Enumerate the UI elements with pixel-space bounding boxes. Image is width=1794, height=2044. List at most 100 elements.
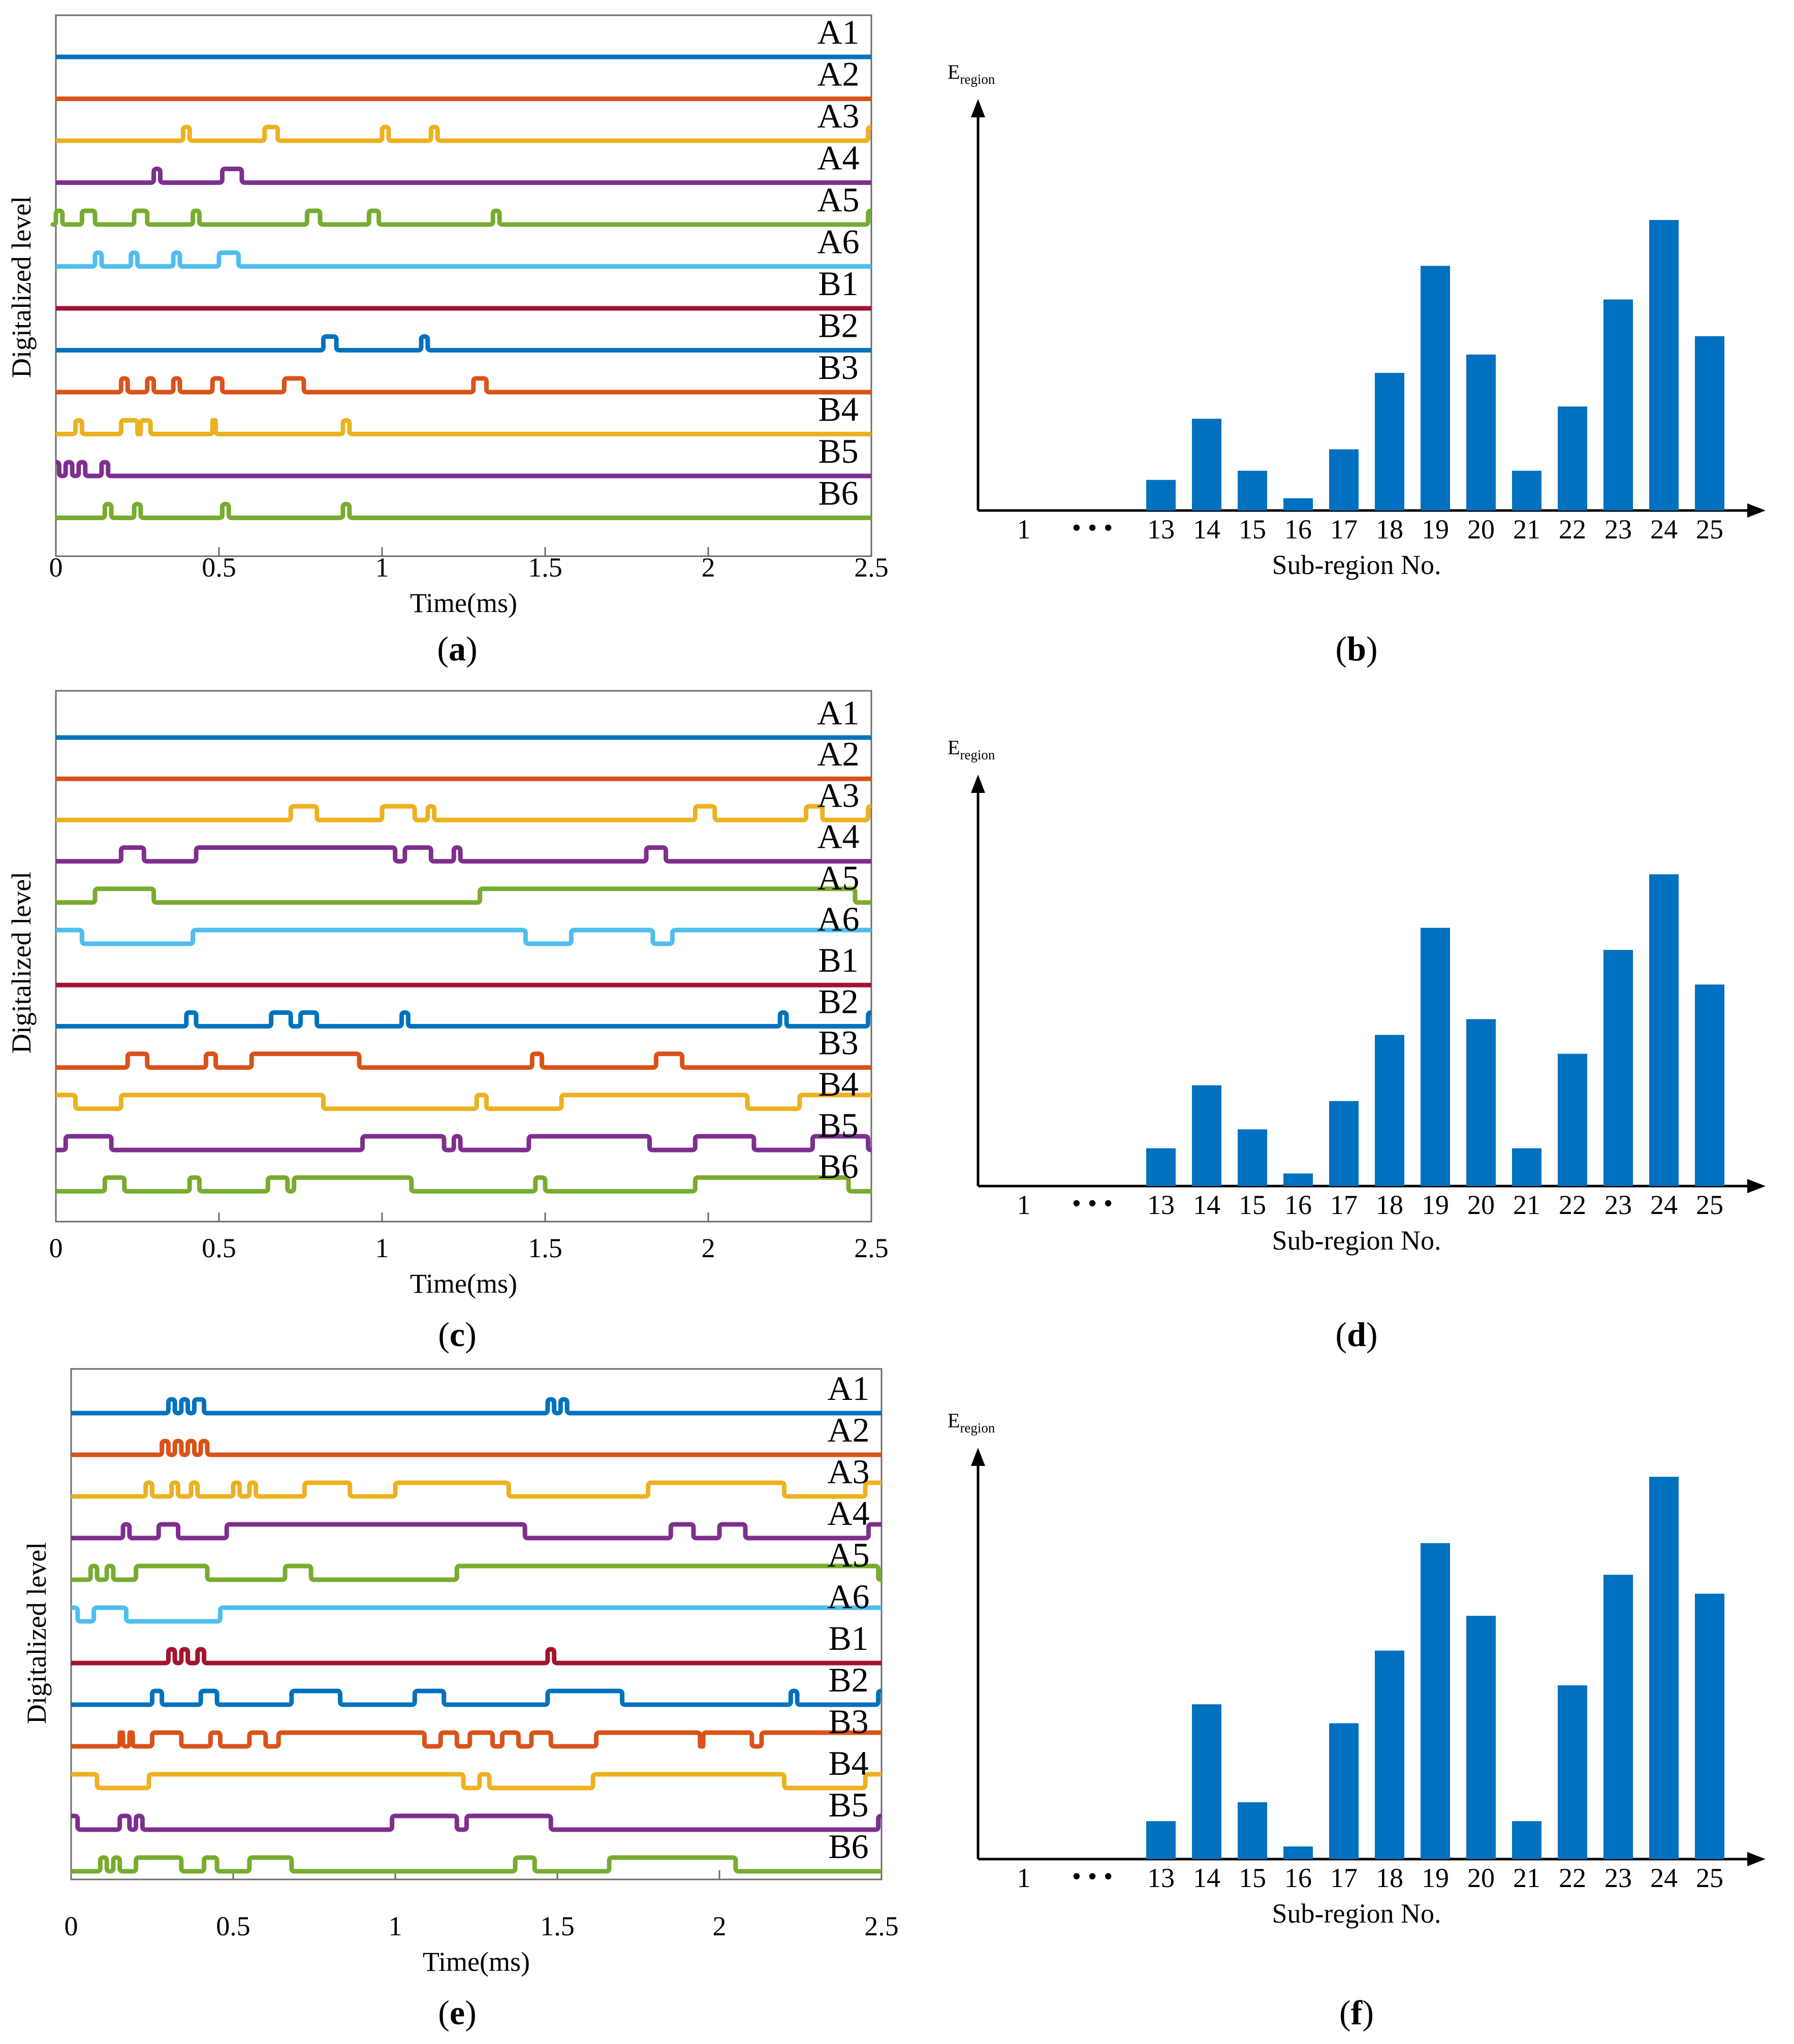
bar-15	[1238, 1129, 1267, 1186]
bar-24	[1649, 220, 1679, 511]
category-label-1: 1	[1017, 1863, 1031, 1893]
category-label-14: 14	[1193, 1190, 1220, 1220]
channel-label-a1: A1	[817, 13, 859, 51]
x-tick-label: 0.5	[202, 1233, 236, 1263]
bar-chart-b: Eregion 1 13 14 15 16 17 18 19 20 21 22 23 24 25 • • • S…	[948, 60, 1766, 580]
bar-17	[1329, 1723, 1359, 1859]
bar-17	[1329, 1101, 1359, 1186]
channel-label-a5: A5	[827, 1536, 869, 1574]
category-label-22: 22	[1559, 1863, 1586, 1893]
bar-24	[1649, 1477, 1679, 1859]
x-tick-label: 0	[65, 1911, 78, 1941]
channel-label-a2: A2	[817, 734, 859, 773]
bar-14	[1192, 419, 1221, 510]
category-label-18: 18	[1376, 514, 1403, 545]
channel-label-a4: A4	[817, 817, 859, 856]
signal-trace-b5	[71, 1813, 884, 1832]
bar-23	[1603, 299, 1633, 510]
bar-chart-f: Eregion 1 13 14 15 16 17 18 19 20 21 22 23 24 25 • • • S…	[948, 1409, 1766, 1929]
bar-21	[1512, 470, 1541, 510]
channel-label-b5: B5	[818, 432, 858, 470]
category-label-14: 14	[1193, 514, 1220, 545]
category-ellipsis: • • •	[1072, 514, 1113, 542]
x-tick-label: 2.5	[854, 552, 889, 583]
category-label-20: 20	[1467, 1863, 1495, 1893]
timing-chart-a: 0 0.5 1 1.5 2 2.5 Time(ms) Digitalized level A1 A…	[6, 13, 889, 618]
x-tick-label: 0.5	[202, 552, 236, 583]
x-axis-arrow	[1747, 503, 1766, 518]
channel-label-b1: B1	[818, 264, 858, 303]
bar-24	[1649, 874, 1679, 1186]
channel-label-b3: B3	[818, 348, 858, 387]
y-axis-title: Digitalized level	[6, 872, 37, 1053]
channel-label-a3: A3	[817, 776, 859, 814]
channel-label-b5: B5	[818, 1106, 858, 1144]
category-label-13: 13	[1147, 1863, 1175, 1893]
plot-frame	[55, 690, 872, 1223]
channel-label-b1: B1	[818, 941, 858, 979]
bar-19	[1421, 1543, 1450, 1859]
bar-20	[1466, 1616, 1496, 1859]
category-label-25: 25	[1696, 1863, 1723, 1893]
signal-trace-a6	[56, 928, 871, 946]
signal-trace-b3	[71, 1730, 882, 1749]
bar-16	[1283, 498, 1313, 510]
category-label-18: 18	[1376, 1190, 1403, 1220]
x-tick-label: 1	[375, 552, 389, 583]
x-tick-label: 0	[49, 1233, 63, 1263]
channel-label-a6: A6	[827, 1577, 869, 1616]
signal-trace-b4	[56, 1093, 871, 1111]
bar-23	[1603, 1575, 1633, 1859]
signal-trace-b3	[56, 376, 871, 395]
bar-16	[1283, 1846, 1313, 1859]
channel-label-a2: A2	[817, 55, 859, 93]
bar-14	[1192, 1085, 1221, 1186]
signal-trace-a5	[56, 886, 871, 905]
y-axis-arrow	[971, 99, 985, 117]
channel-label-b3: B3	[828, 1702, 868, 1741]
x-axis-title: Time(ms)	[410, 588, 517, 618]
plot-frame	[70, 1368, 883, 1880]
category-label-20: 20	[1467, 514, 1495, 545]
category-label-24: 24	[1650, 1190, 1678, 1220]
bar-25	[1695, 984, 1724, 1186]
signal-trace-a3	[56, 804, 874, 822]
signal-trace-a4	[71, 1522, 882, 1541]
x-tick-label: 1.5	[528, 1233, 562, 1263]
plot-frame	[55, 14, 872, 557]
bar-15	[1238, 470, 1267, 510]
channel-label-b5: B5	[828, 1785, 868, 1824]
x-tick-label: 1.5	[540, 1911, 575, 1941]
category-ellipsis: • • •	[1072, 1862, 1113, 1891]
category-label-25: 25	[1696, 514, 1723, 545]
bar-19	[1421, 266, 1450, 510]
bar-20	[1466, 1019, 1496, 1186]
panel-caption-a: (a)	[437, 629, 477, 668]
signal-trace-b4	[71, 1772, 882, 1791]
panel-caption-c: (c)	[438, 1315, 477, 1354]
bar-21	[1512, 1148, 1541, 1186]
bar-15	[1238, 1802, 1267, 1859]
category-label-22: 22	[1559, 514, 1586, 545]
channel-label-a6: A6	[817, 222, 859, 261]
signal-trace-a3	[71, 1480, 882, 1499]
bar-13	[1146, 1148, 1176, 1186]
bar-chart-d: Eregion 1 13 14 15 16 17 18 19 20 21 22 23 24 25 • • • S…	[948, 736, 1766, 1256]
category-label-19: 19	[1422, 514, 1449, 545]
x-axis-title: Time(ms)	[410, 1268, 517, 1299]
category-label-13: 13	[1147, 1190, 1175, 1220]
bar-13	[1146, 1821, 1176, 1859]
channel-label-b4: B4	[828, 1744, 868, 1782]
bar-18	[1375, 1650, 1404, 1859]
category-label-17: 17	[1330, 1863, 1358, 1893]
bar-22	[1558, 1685, 1587, 1859]
channel-label-b4: B4	[818, 1065, 858, 1103]
channel-label-a4: A4	[827, 1494, 869, 1532]
signal-trace-a3	[56, 124, 874, 143]
signal-trace-b1	[71, 1647, 882, 1666]
channel-label-b1: B1	[828, 1619, 868, 1657]
x-tick-label: 0.5	[216, 1911, 250, 1941]
x-axis-title: Sub-region No.	[1272, 1225, 1441, 1256]
